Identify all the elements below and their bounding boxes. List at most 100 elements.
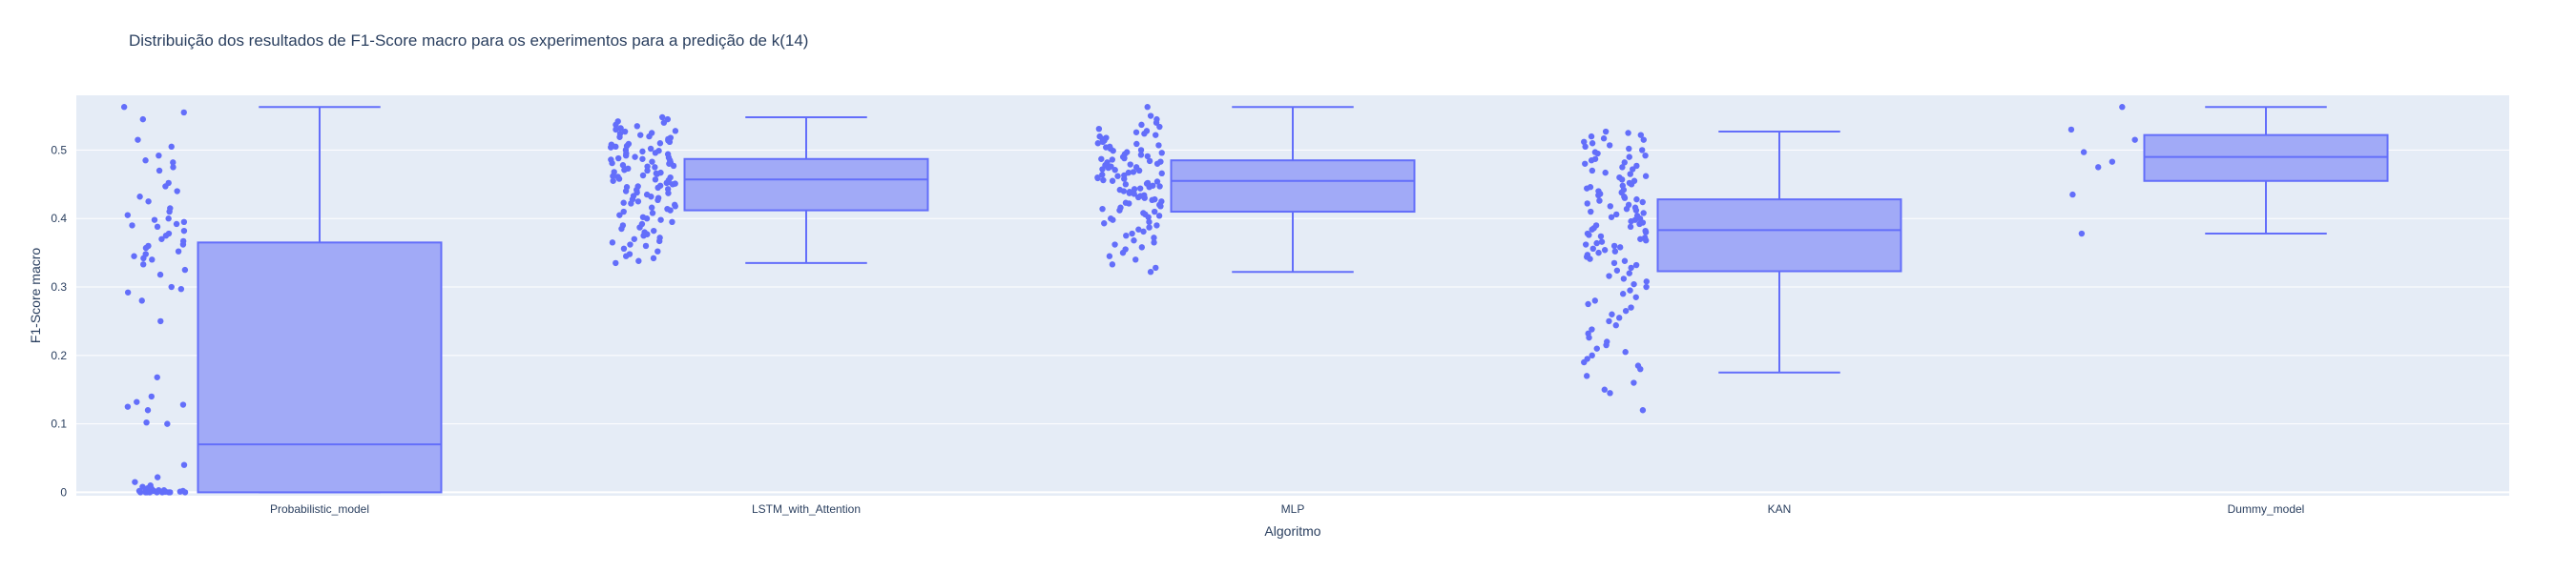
box-trace (683, 115, 929, 264)
data-point (1133, 140, 1140, 148)
data-point (1105, 164, 1111, 172)
data-point (1099, 166, 1106, 173)
data-point (616, 133, 623, 140)
data-point (1606, 317, 1612, 325)
data-point (162, 232, 170, 239)
data-point (1609, 311, 1615, 317)
data-point (1588, 133, 1595, 140)
data-point (1126, 200, 1132, 207)
data-point (636, 224, 643, 231)
data-point (1622, 349, 1629, 356)
data-point (1633, 162, 1640, 170)
data-point (144, 407, 152, 414)
data-point (1109, 156, 1115, 163)
data-point (1131, 237, 1137, 244)
data-point (642, 242, 650, 250)
data-point (180, 227, 188, 235)
data-point (1606, 273, 1612, 279)
data-point (2078, 230, 2086, 237)
data-point (167, 489, 174, 496)
data-point (2119, 104, 2126, 111)
y-tick-label: 0.3 (51, 280, 67, 294)
data-point (180, 461, 188, 468)
data-point (156, 271, 164, 278)
data-point (1589, 140, 1596, 147)
data-point (1100, 176, 1107, 184)
data-point (1131, 191, 1137, 197)
data-point (613, 259, 619, 267)
data-point (177, 285, 185, 293)
data-point (1134, 194, 1142, 201)
data-point (140, 255, 147, 262)
data-point (1640, 210, 1647, 216)
data-point (637, 132, 644, 138)
data-point (2095, 164, 2102, 171)
data-point (1589, 245, 1596, 253)
data-point (639, 172, 647, 179)
data-point (649, 210, 656, 216)
data-point (613, 126, 619, 133)
data-point (1585, 300, 1591, 308)
data-point (1602, 169, 1609, 176)
x-tick-label: MLP (1281, 502, 1305, 516)
data-point (149, 256, 156, 263)
data-point (1125, 169, 1132, 176)
data-point (1611, 248, 1619, 255)
data-point (181, 266, 189, 274)
data-point (1632, 294, 1639, 300)
data-point (151, 216, 158, 223)
data-point (1129, 230, 1135, 237)
data-point (651, 227, 657, 235)
data-point (1114, 173, 1121, 179)
data-point (1153, 222, 1160, 229)
data-point (1146, 184, 1153, 191)
data-point (666, 138, 674, 146)
chart-title: Distribuição dos resultados de F1-Score … (129, 31, 808, 50)
data-point (670, 162, 677, 170)
data-point (1607, 390, 1613, 397)
data-point (1146, 218, 1153, 226)
data-point (1584, 185, 1590, 192)
x-axis-title: Algoritmo (1264, 523, 1320, 539)
data-point (1593, 239, 1600, 247)
data-point (1628, 217, 1634, 225)
data-point (615, 175, 623, 182)
data-point (1626, 270, 1632, 276)
data-point (120, 104, 128, 111)
data-point (1110, 147, 1116, 154)
data-point (650, 255, 657, 262)
data-point (1146, 224, 1153, 231)
data-point (1094, 140, 1101, 147)
data-point (1123, 232, 1130, 239)
data-point (158, 489, 166, 496)
data-point (2131, 136, 2138, 143)
data-point (1630, 166, 1636, 173)
data-point (660, 119, 668, 126)
x-tick-labels: Probabilistic_model LSTM_with_Attention ML… (270, 502, 2304, 516)
data-point (1601, 386, 1608, 393)
data-point (1153, 178, 1161, 185)
data-point (1631, 280, 1637, 288)
data-point (1589, 167, 1596, 174)
data-point (634, 123, 641, 130)
data-point (168, 283, 175, 291)
data-point (1141, 131, 1148, 137)
box-iqr (683, 157, 929, 212)
data-point (1132, 129, 1140, 135)
data-point (132, 479, 138, 485)
data-point (156, 167, 163, 174)
data-point (656, 237, 663, 245)
data-point (1593, 345, 1600, 352)
data-point (1587, 255, 1593, 262)
y-tick-label: 0.2 (51, 349, 67, 362)
data-point (124, 289, 132, 296)
data-point (1600, 135, 1608, 142)
data-point (620, 245, 628, 253)
data-point (1099, 138, 1107, 146)
point-trace (1094, 104, 1165, 276)
data-point (1612, 322, 1619, 329)
point-trace (2067, 104, 2138, 237)
data-point (628, 200, 634, 207)
box-trace (197, 106, 443, 494)
data-point (1156, 123, 1163, 131)
